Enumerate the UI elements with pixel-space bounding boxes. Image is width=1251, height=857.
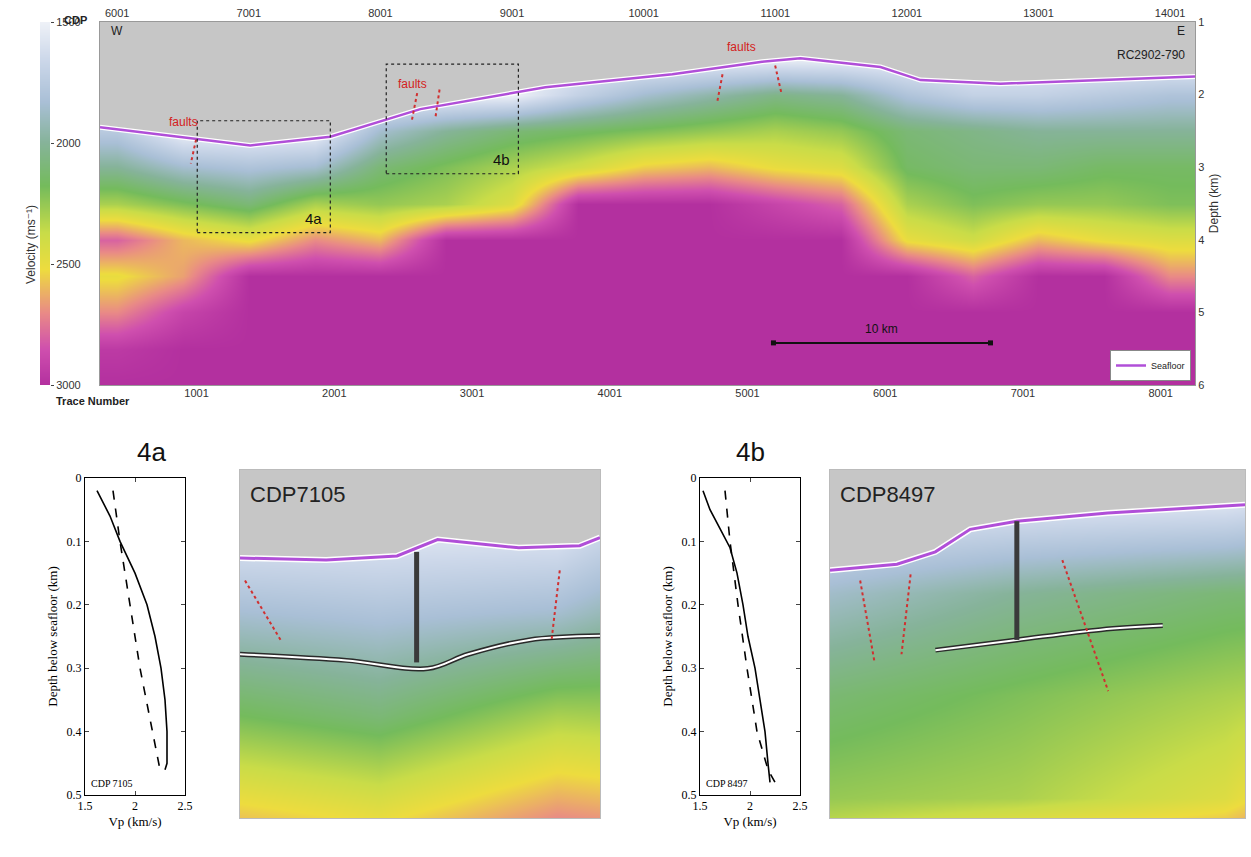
svg-text:2000: 2000 [56,137,80,149]
svg-text:0: 0 [691,471,697,485]
svg-text:4a: 4a [137,437,166,467]
svg-text:0.2: 0.2 [67,598,82,612]
svg-text:4: 4 [1198,234,1204,246]
svg-text:CDP: CDP [64,14,87,26]
svg-text:0.1: 0.1 [67,535,82,549]
svg-text:5001: 5001 [735,387,759,399]
svg-text:Vp (km/s): Vp (km/s) [108,814,161,829]
svg-text:0: 0 [76,471,82,485]
svg-text:1: 1 [1198,16,1204,28]
svg-text:0.2: 0.2 [682,598,697,612]
svg-text:14001: 14001 [1155,7,1186,19]
svg-text:3000: 3000 [56,379,80,391]
svg-text:Velocity (ms⁻¹): Velocity (ms⁻¹) [24,205,38,284]
svg-text:CDP 8497: CDP 8497 [706,778,748,789]
svg-text:2: 2 [132,799,138,813]
svg-text:2.5: 2.5 [178,799,193,813]
svg-text:RC2902-790: RC2902-790 [1117,48,1185,62]
svg-text:11001: 11001 [760,7,790,19]
svg-text:7001: 7001 [1011,387,1035,399]
svg-text:2: 2 [1198,88,1204,100]
svg-text:3001: 3001 [460,387,484,399]
svg-text:CDP 7105: CDP 7105 [91,778,133,789]
svg-text:1001: 1001 [184,387,208,399]
svg-text:2: 2 [747,799,753,813]
svg-text:0.4: 0.4 [682,725,697,739]
svg-text:E: E [1177,24,1185,38]
svg-text:12001: 12001 [892,7,923,19]
svg-text:7001: 7001 [237,7,261,19]
svg-text:Trace Number: Trace Number [56,395,130,407]
svg-text:Vp (km/s): Vp (km/s) [723,814,776,829]
svg-text:1.5: 1.5 [693,799,708,813]
svg-text:4001: 4001 [598,387,622,399]
svg-text:Depth below seafloor (km): Depth below seafloor (km) [660,566,675,706]
svg-text:13001: 13001 [1023,7,1054,19]
svg-text:faults: faults [398,77,427,91]
svg-text:4b: 4b [493,151,510,168]
svg-text:Depth (km): Depth (km) [1207,174,1221,233]
svg-text:10 km: 10 km [865,322,898,336]
svg-text:Seafloor: Seafloor [1151,361,1185,371]
svg-text:6001: 6001 [873,387,897,399]
svg-text:0.3: 0.3 [67,661,82,675]
svg-text:1.5: 1.5 [78,799,93,813]
svg-text:5: 5 [1198,306,1204,318]
svg-text:6: 6 [1198,379,1204,391]
svg-text:0.4: 0.4 [67,725,82,739]
svg-text:8001: 8001 [1148,387,1172,399]
svg-text:0.1: 0.1 [682,535,697,549]
svg-text:0.3: 0.3 [682,661,697,675]
svg-text:2500: 2500 [56,258,80,270]
svg-text:W: W [111,24,123,38]
svg-text:4b: 4b [736,437,765,467]
svg-text:2.5: 2.5 [793,799,808,813]
svg-text:0.5: 0.5 [682,788,697,802]
svg-text:10001: 10001 [628,7,659,19]
svg-text:1500: 1500 [56,16,80,28]
svg-text:0.5: 0.5 [67,788,82,802]
svg-text:CDP8497: CDP8497 [840,482,935,507]
svg-text:8001: 8001 [368,7,392,19]
svg-text:faults: faults [169,115,198,129]
svg-text:4a: 4a [305,210,322,227]
svg-text:2001: 2001 [322,387,346,399]
svg-text:3: 3 [1198,161,1204,173]
svg-text:6001: 6001 [105,7,129,19]
svg-text:9001: 9001 [500,7,524,19]
svg-text:faults: faults [727,40,756,54]
svg-text:CDP7105: CDP7105 [250,482,345,507]
svg-text:Depth below seafloor (km): Depth below seafloor (km) [45,566,60,706]
